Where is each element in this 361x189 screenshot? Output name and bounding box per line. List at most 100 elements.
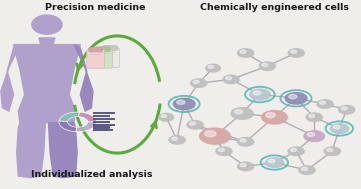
Circle shape — [160, 114, 174, 121]
Circle shape — [333, 125, 340, 129]
Circle shape — [191, 79, 207, 88]
Circle shape — [208, 65, 214, 68]
Circle shape — [218, 148, 225, 152]
Circle shape — [291, 148, 297, 152]
Circle shape — [238, 163, 254, 171]
Bar — [93, 121, 110, 123]
Circle shape — [260, 62, 276, 71]
Text: Chemically engineered cells: Chemically engineered cells — [200, 3, 349, 12]
Polygon shape — [14, 45, 80, 123]
Circle shape — [265, 158, 283, 167]
Circle shape — [305, 131, 325, 142]
Circle shape — [224, 76, 240, 84]
Circle shape — [238, 49, 253, 57]
Wedge shape — [59, 112, 79, 122]
Circle shape — [300, 166, 316, 175]
Circle shape — [309, 114, 315, 118]
Circle shape — [266, 113, 275, 118]
Circle shape — [306, 113, 322, 121]
Circle shape — [331, 124, 349, 134]
Polygon shape — [39, 38, 55, 44]
Polygon shape — [48, 123, 77, 178]
Circle shape — [159, 113, 173, 121]
Wedge shape — [59, 121, 77, 132]
Text: Precision medicine: Precision medicine — [45, 3, 146, 12]
Circle shape — [339, 106, 355, 114]
Bar — [93, 129, 113, 131]
Circle shape — [288, 147, 304, 155]
Circle shape — [173, 98, 195, 110]
Circle shape — [286, 93, 308, 104]
Circle shape — [240, 163, 246, 167]
Circle shape — [266, 158, 284, 168]
Circle shape — [307, 113, 323, 122]
Circle shape — [307, 132, 315, 136]
Circle shape — [238, 162, 253, 170]
Circle shape — [289, 49, 305, 57]
Circle shape — [285, 93, 307, 104]
Circle shape — [226, 77, 232, 80]
Circle shape — [291, 50, 297, 53]
Circle shape — [299, 166, 315, 174]
Circle shape — [161, 115, 167, 118]
Bar — [93, 112, 115, 114]
Circle shape — [191, 79, 206, 87]
Circle shape — [327, 148, 333, 152]
Circle shape — [301, 167, 308, 170]
Circle shape — [262, 63, 268, 67]
FancyBboxPatch shape — [87, 50, 105, 68]
Circle shape — [238, 138, 253, 146]
Circle shape — [288, 49, 304, 57]
Ellipse shape — [32, 15, 62, 34]
FancyBboxPatch shape — [93, 49, 113, 68]
Circle shape — [238, 49, 254, 57]
FancyBboxPatch shape — [103, 46, 117, 50]
Circle shape — [206, 65, 221, 72]
Circle shape — [324, 147, 340, 155]
Circle shape — [341, 107, 347, 110]
Circle shape — [330, 124, 348, 133]
Circle shape — [231, 108, 253, 119]
Bar — [93, 126, 110, 129]
Circle shape — [200, 128, 230, 144]
Circle shape — [263, 111, 288, 124]
Polygon shape — [74, 45, 93, 111]
Bar — [93, 124, 115, 126]
Circle shape — [216, 147, 232, 155]
Circle shape — [238, 138, 254, 146]
Circle shape — [190, 122, 196, 125]
Bar — [93, 115, 110, 117]
Circle shape — [259, 62, 275, 70]
Text: Individualized analysis: Individualized analysis — [31, 170, 153, 179]
Circle shape — [240, 50, 246, 53]
Circle shape — [188, 121, 204, 129]
Circle shape — [193, 80, 199, 84]
Circle shape — [223, 75, 239, 84]
FancyBboxPatch shape — [95, 47, 110, 51]
Circle shape — [268, 159, 275, 163]
Circle shape — [217, 147, 232, 156]
Circle shape — [201, 129, 231, 145]
Circle shape — [187, 121, 203, 129]
Circle shape — [204, 131, 216, 137]
Circle shape — [251, 90, 271, 100]
Circle shape — [177, 100, 185, 104]
Circle shape — [174, 99, 196, 110]
Circle shape — [206, 64, 220, 72]
Circle shape — [289, 94, 297, 99]
Circle shape — [240, 139, 246, 142]
FancyBboxPatch shape — [101, 48, 119, 67]
Circle shape — [304, 131, 324, 141]
Bar — [93, 118, 115, 120]
Circle shape — [317, 100, 333, 108]
Circle shape — [232, 108, 253, 119]
Circle shape — [171, 137, 178, 140]
Circle shape — [325, 147, 341, 156]
Circle shape — [318, 100, 334, 108]
Circle shape — [169, 136, 185, 144]
Wedge shape — [78, 112, 96, 122]
Polygon shape — [1, 45, 20, 111]
Circle shape — [289, 147, 305, 156]
Circle shape — [319, 101, 326, 104]
Polygon shape — [17, 123, 45, 178]
